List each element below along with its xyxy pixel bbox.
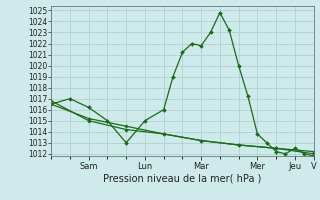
- X-axis label: Pression niveau de la mer( hPa ): Pression niveau de la mer( hPa ): [103, 173, 261, 183]
